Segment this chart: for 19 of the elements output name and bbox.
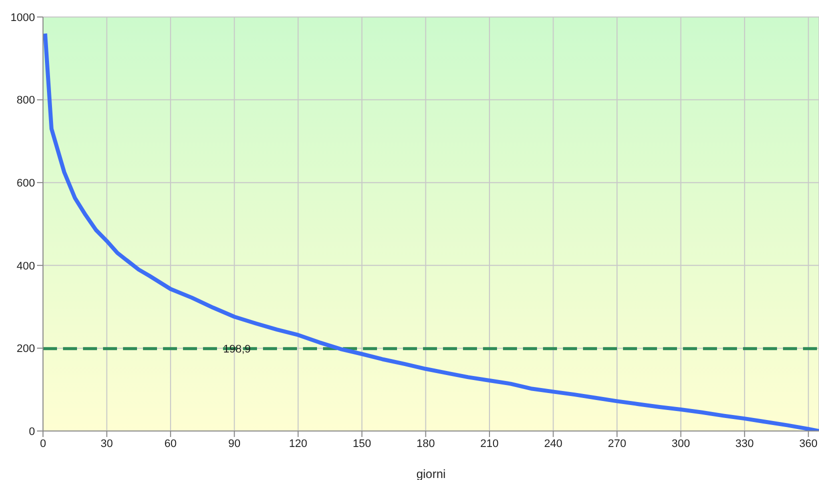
x-tick-label: 360 [799, 438, 818, 450]
y-tick-label: 400 [16, 260, 35, 272]
x-tick-label: 180 [416, 438, 435, 450]
x-tick-label: 240 [544, 438, 562, 450]
y-tick-label: 200 [16, 343, 35, 356]
x-tick-label: 90 [228, 438, 240, 450]
x-tick-label: 210 [480, 438, 499, 450]
y-tick-label: 800 [16, 94, 35, 107]
x-tick-label: 30 [100, 438, 113, 450]
y-tick-label: 1000 [10, 12, 35, 24]
x-tick-label: 60 [164, 438, 177, 450]
x-tick-label: 270 [608, 438, 626, 450]
x-tick-label: 0 [40, 438, 46, 450]
y-tick-label: 0 [28, 426, 35, 438]
x-tick-label: 330 [735, 438, 754, 450]
y-tick-label: 600 [16, 178, 35, 190]
x-tick-label: 300 [672, 438, 690, 450]
x-tick-label: 150 [352, 438, 372, 450]
x-tick-label: 120 [288, 438, 308, 450]
